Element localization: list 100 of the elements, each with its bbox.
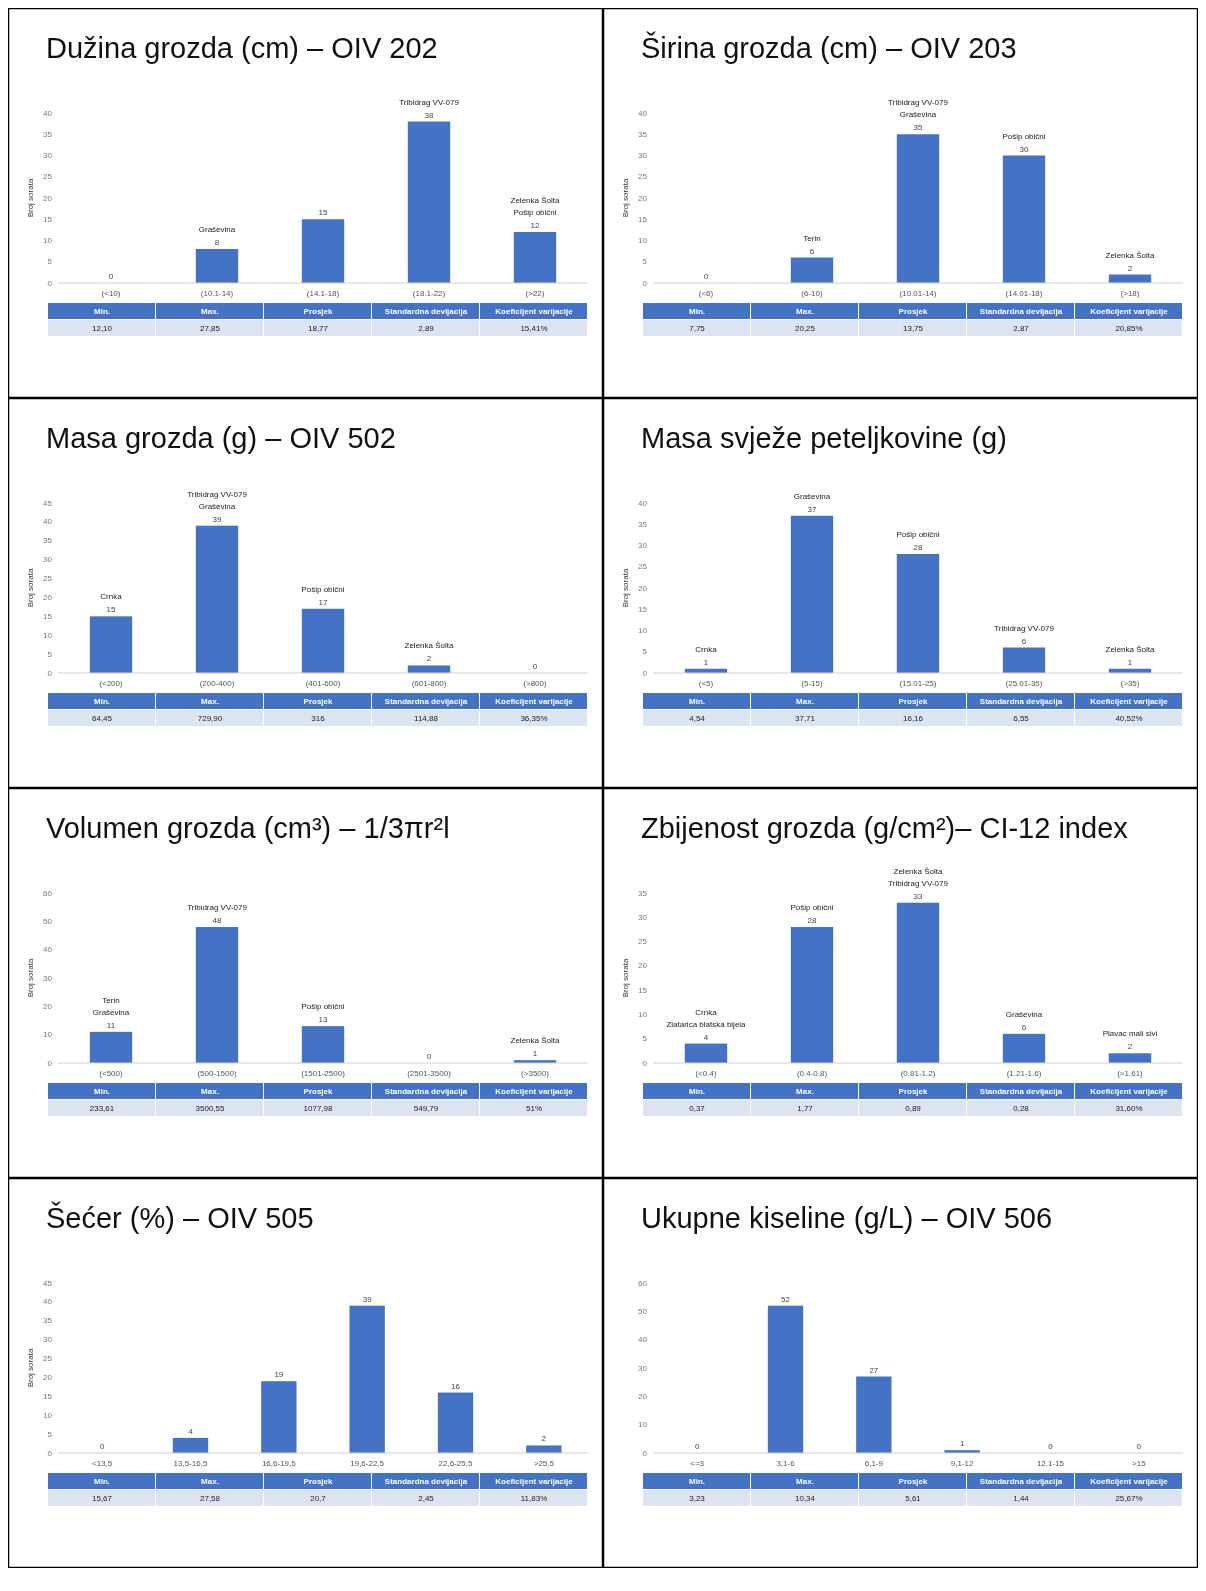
x-tick-label: <=3 <box>690 1459 705 1468</box>
data-label: 0 <box>426 1052 432 1061</box>
text: Min. <box>94 1477 110 1486</box>
y-tick-label: 45 <box>43 498 53 508</box>
text: 27,85 <box>199 324 221 333</box>
text: 0,37 <box>689 1104 706 1113</box>
y-tick-label: 20 <box>43 1001 53 1011</box>
y-tick-label: 10 <box>43 1410 53 1420</box>
y-tick-label: 0 <box>47 1448 53 1458</box>
y-tick-label: 35 <box>638 519 648 529</box>
bar <box>1002 1033 1046 1063</box>
text: Standardna devijacija <box>979 1087 1063 1096</box>
bar <box>1108 1053 1152 1063</box>
y-tick-label: 0 <box>47 1058 53 1068</box>
y-tick-label: 60 <box>43 888 53 898</box>
text: 64,45 <box>91 714 113 723</box>
y-tick-label: 15 <box>43 214 53 224</box>
text: Prosjek <box>303 1087 333 1096</box>
annotation: Tribidrag VV-079 Graševina <box>187 489 248 511</box>
x-tick-label: 13,5-16,5 <box>173 1459 208 1468</box>
y-tick-label: 30 <box>638 912 648 922</box>
text: Min. <box>689 307 705 316</box>
x-tick-label: (15.01-25) <box>899 679 937 688</box>
x-tick-label: 9,1-12 <box>950 1459 975 1468</box>
annotation: Graševina <box>1005 1009 1043 1019</box>
chart-title: Širina grozda (cm) – OIV 203 <box>641 31 1017 64</box>
text: 10,34 <box>794 1494 816 1503</box>
text: 0,89 <box>905 1104 922 1113</box>
text: 12,10 <box>91 324 113 333</box>
x-tick-label: (14.1-18) <box>306 289 340 298</box>
text: 233,61 <box>89 1104 115 1113</box>
text: 2,45 <box>418 1494 435 1503</box>
y-tick-label: 5 <box>642 1034 648 1044</box>
bar <box>301 608 345 673</box>
text: 316 <box>311 714 326 723</box>
text: Standardna devijacija <box>384 697 468 706</box>
y-tick-label: 30 <box>43 151 53 161</box>
data-label: 6 <box>1021 1022 1027 1032</box>
text: 20,25 <box>794 324 816 333</box>
data-label: 28 <box>913 543 923 552</box>
bar <box>790 257 834 283</box>
chart-title: Volumen grozda (cm³) – 1/3πr²l <box>46 812 450 844</box>
data-label: 2 <box>1127 263 1133 273</box>
x-tick-label: 19,6-22,5 <box>350 1459 385 1468</box>
text: 27,58 <box>199 1494 221 1503</box>
y-tick-label: 40 <box>638 498 648 508</box>
data-label: 1 <box>703 657 709 667</box>
bar <box>767 1305 804 1453</box>
y-tick-label: 40 <box>43 945 53 955</box>
y-axis-title: Broj sorata <box>621 958 630 998</box>
y-tick-label: 25 <box>638 562 648 572</box>
annotation: Tribidrag VV-079 Graševina <box>888 98 949 120</box>
x-tick-label: <13,5 <box>92 1459 113 1468</box>
data-label: 2 <box>1127 1042 1133 1052</box>
text: 51% <box>525 1104 543 1113</box>
x-tick-label: (10.01-14) <box>899 289 937 298</box>
y-tick-label: 15 <box>43 611 53 621</box>
bar <box>349 1305 385 1453</box>
x-tick-label: (1.21-1.6) <box>1006 1069 1042 1078</box>
data-label: 13 <box>318 1015 328 1025</box>
y-tick-label: 15 <box>43 1391 53 1401</box>
bar <box>407 665 451 673</box>
text: 2,89 <box>418 324 435 333</box>
x-tick-label: (2501-3500) <box>407 1069 452 1078</box>
annotation: Pošip obični <box>301 1002 345 1012</box>
bar <box>684 1043 728 1063</box>
text: Max. <box>201 697 219 706</box>
bar <box>261 1381 297 1453</box>
x-tick-label: 22,6-25,5 <box>438 1459 473 1468</box>
y-tick-label: 20 <box>43 193 53 203</box>
chart-title: Masa grozda (g) – OIV 502 <box>46 422 396 454</box>
text: Prosjek <box>303 307 333 316</box>
y-tick-label: 40 <box>638 108 648 118</box>
chart-title: Masa svježe peteljkovine (g) <box>641 422 1007 454</box>
bar <box>89 1031 133 1063</box>
y-tick-label: 10 <box>638 1009 648 1019</box>
data-label: 39 <box>362 1294 373 1304</box>
x-tick-label: (<5) <box>698 679 714 688</box>
data-label: 35 <box>913 123 923 133</box>
y-tick-label: 15 <box>638 214 648 224</box>
text: Standardna devijacija <box>384 1087 468 1096</box>
annotation: Crnka <box>100 592 123 602</box>
annotation: Tribidrag VV-079 <box>994 623 1055 633</box>
text: 31,60% <box>1115 1104 1143 1113</box>
text: 3500,55 <box>195 1104 226 1113</box>
y-tick-label: 0 <box>642 278 648 288</box>
x-tick-label: (>1.61) <box>1117 1069 1144 1078</box>
data-label: 16 <box>451 1381 461 1391</box>
y-tick-label: 25 <box>43 574 53 584</box>
text: Max. <box>796 697 814 706</box>
y-tick-label: 5 <box>47 649 53 659</box>
bar <box>89 616 133 673</box>
data-label: 15 <box>106 605 116 615</box>
bar <box>437 1392 474 1453</box>
y-tick-label: 35 <box>43 1316 53 1326</box>
text: 13,75 <box>902 324 924 333</box>
text: Max. <box>796 307 814 316</box>
data-label: 38 <box>424 110 434 120</box>
bar <box>172 1437 209 1453</box>
data-label: 1 <box>1127 657 1133 667</box>
